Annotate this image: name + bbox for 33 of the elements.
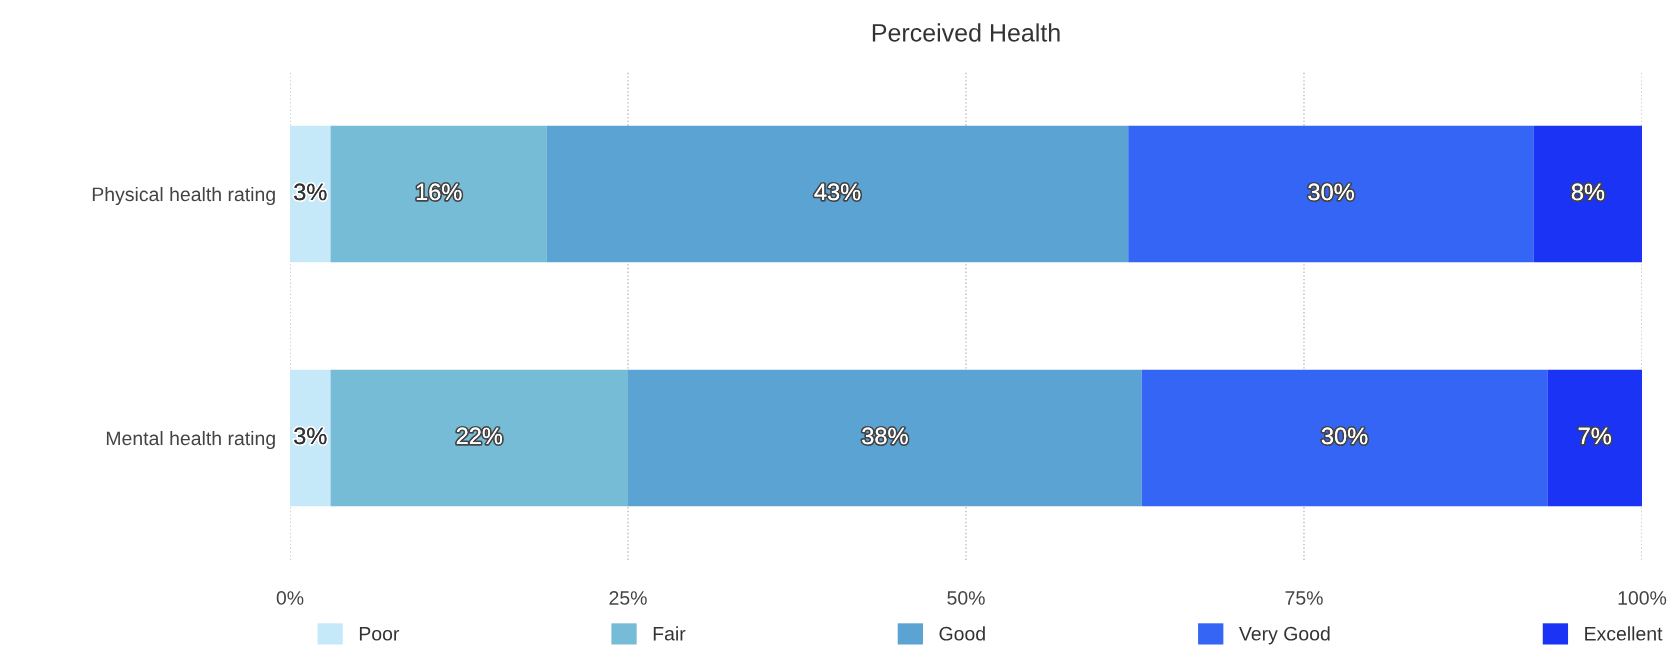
bar (1547, 369, 1642, 507)
y-tick-label: Physical health rating (92, 186, 275, 206)
data-label: 8% (1571, 183, 1605, 201)
bar (1533, 125, 1642, 263)
bar (1141, 369, 1548, 507)
data-label: 30% (1308, 183, 1354, 201)
bar (290, 369, 331, 507)
bar (330, 369, 628, 507)
bar (546, 125, 1129, 263)
data-label: 43% (814, 183, 861, 201)
legend-label: Very Good (1238, 626, 1330, 645)
x-tick-label: 25% (609, 591, 647, 605)
x-tick-label: 0% (276, 591, 304, 605)
data-label: 30% (1321, 427, 1368, 445)
legend-label: Excellent (1585, 626, 1663, 641)
data-label: 7% (1578, 427, 1611, 445)
y-tick-label: Mental health rating (106, 430, 275, 450)
data-label: 22% (456, 427, 503, 445)
data-label: 3% (294, 183, 327, 201)
x-tick-label: 100% (1618, 591, 1667, 605)
data-label: 38% (862, 427, 908, 445)
bar (1128, 125, 1534, 263)
x-tick-label: 75% (1285, 591, 1323, 605)
legend-label: Fair (653, 626, 686, 641)
x-tick-label: 50% (947, 591, 985, 605)
chart-title: Perceived Health (872, 23, 1060, 42)
legend-label: Good (939, 626, 985, 641)
bar (628, 369, 1142, 507)
bar (290, 125, 331, 263)
data-label: 16% (416, 183, 462, 201)
bar (330, 125, 547, 263)
data-label: 3% (294, 427, 327, 445)
legend-label: Poor (359, 627, 400, 641)
